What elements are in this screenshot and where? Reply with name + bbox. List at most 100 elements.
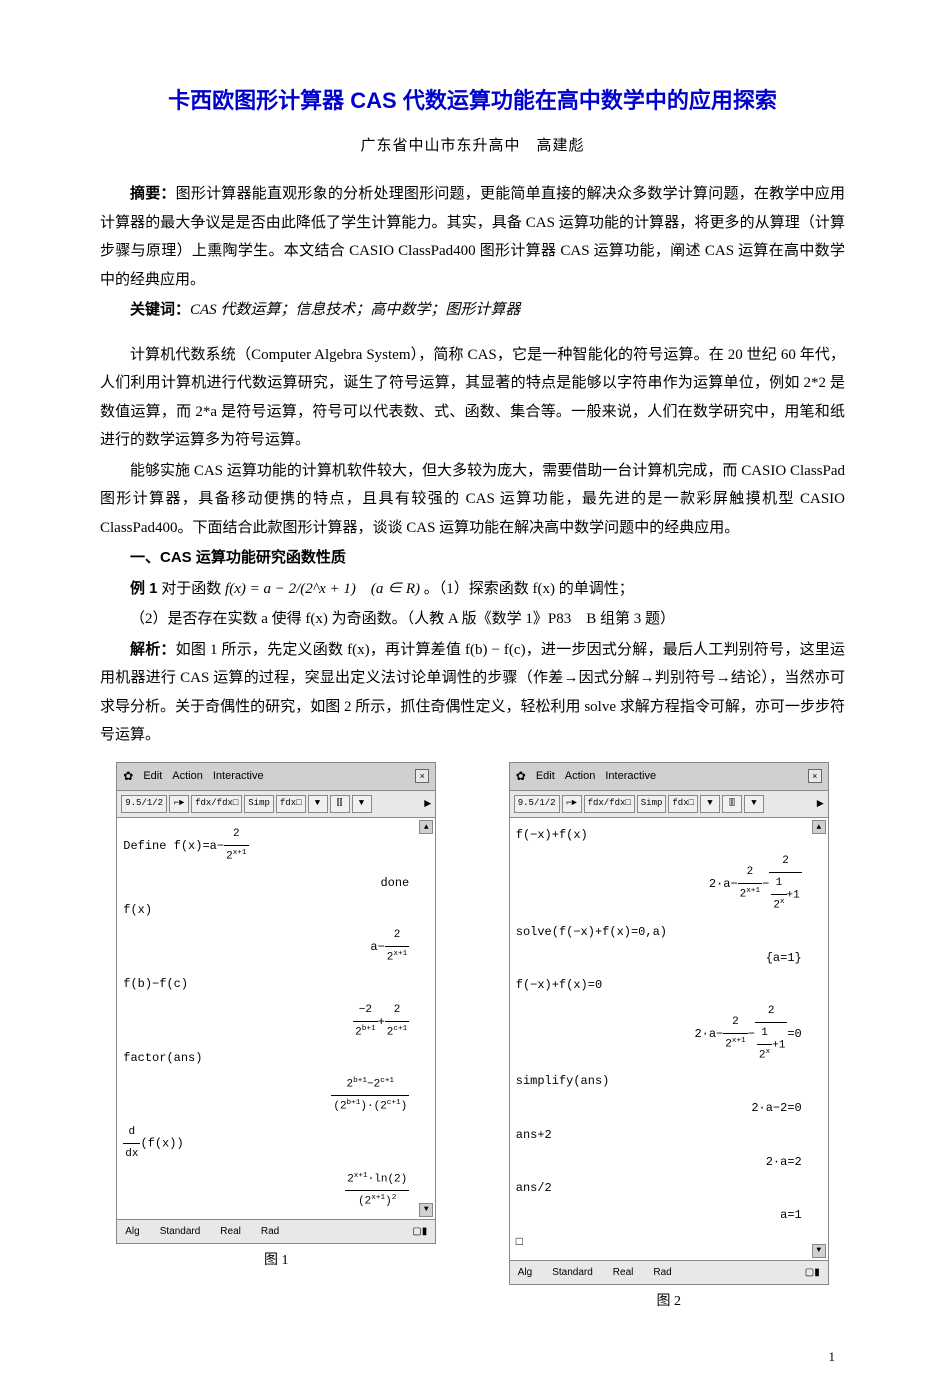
calc-input-line: f(−x)+f(x)=0	[516, 972, 822, 999]
status-rad: Rad	[261, 1222, 279, 1241]
calc-input-line: factor(ans)	[123, 1045, 429, 1072]
calc-output-line: 2·a−22x+1−212x+1	[516, 849, 822, 918]
close-icon[interactable]: ×	[808, 769, 822, 783]
toolbar-button-5[interactable]: ▼	[308, 795, 328, 813]
toolbar-button-7[interactable]: ▼	[352, 795, 372, 813]
gear-icon[interactable]: ✿	[123, 765, 133, 788]
close-icon[interactable]: ×	[415, 769, 429, 783]
toolbar-button-3[interactable]: Simp	[244, 795, 274, 813]
calc-input-line: f(−x)+f(x)	[516, 822, 822, 849]
analysis-paragraph: 解析：如图 1 所示，先定义函数 f(x)，再计算差值 f(b) − f(c)，…	[100, 636, 845, 750]
calculator-screen-2: ✿ Edit Action Interactive × 9.5/1/2⌐►fdx/fdx□…	[509, 762, 829, 1285]
example-label: 例 1	[130, 580, 158, 597]
menu-item-edit[interactable]: Edit	[143, 766, 162, 787]
analysis-text: 如图 1 所示，先定义函数 f(x)，再计算差值 f(b) − f(c)，进一步…	[100, 642, 845, 744]
figure-1-container: ✿ Edit Action Interactive × 9.5/1/2⌐►fdx/fdx□…	[100, 762, 453, 1316]
toolbar-button-1[interactable]: ⌐►	[169, 795, 189, 813]
toolbar-button-3[interactable]: Simp	[637, 795, 667, 813]
section-heading-text: 一、CAS 运算功能研究函数性质	[130, 549, 346, 566]
toolbar-button-1[interactable]: ⌐►	[562, 795, 582, 813]
calc-input-line: □	[516, 1229, 822, 1256]
calc-input-line: simplify(ans)	[516, 1068, 822, 1095]
figures-row: ✿EditActionInteractive×9.5/1/2⌐►fdx/fdx□…	[100, 762, 845, 1316]
status-standard: Standard	[160, 1222, 201, 1241]
scroll-down-icon[interactable]: ▼	[812, 1244, 826, 1258]
status-real: Real	[220, 1222, 241, 1241]
calc-output-line: 2·a=2	[516, 1149, 822, 1176]
calc-output-line: 2x+1·ln(2)(2x+1)2	[123, 1167, 429, 1215]
example-formula: f(x) = a − 2/(2^x + 1) (a ∈ R)	[225, 581, 420, 597]
calculator-screen-1: ✿ Edit Action Interactive × 9.5/1/2⌐►fdx/fdx□…	[116, 762, 436, 1244]
author-line: 广东省中山市东升高中 高建彪	[100, 132, 845, 161]
calc-input-line: f(x)	[123, 897, 429, 924]
menu-item-action[interactable]: Action	[565, 766, 596, 787]
calc-statusbar: Alg Standard Real Rad ▢▮	[117, 1219, 435, 1243]
calc-output-line: 2·a−22x+1−212x+1=0	[516, 999, 822, 1068]
abstract-label: 摘要：	[130, 185, 176, 202]
menu-item-edit[interactable]: Edit	[536, 766, 555, 787]
scroll-down-icon[interactable]: ▼	[419, 1203, 433, 1217]
calc-input-line: ans+2	[516, 1122, 822, 1149]
menu-item-interactive[interactable]: Interactive	[213, 766, 264, 787]
status-standard: Standard	[552, 1263, 593, 1282]
menu-item-action[interactable]: Action	[172, 766, 203, 787]
toolbar-overflow-icon[interactable]: ►	[817, 793, 824, 816]
calc-input-line: solve(f(−x)+f(x)=0,a)	[516, 919, 822, 946]
example-text-1: 对于函数	[161, 581, 225, 597]
toolbar-button-0[interactable]: 9.5/1/2	[514, 795, 560, 813]
keywords-text: CAS 代数运算；信息技术；高中数学；图形计算器	[190, 302, 520, 318]
calc-output-line: 2·a−2=0	[516, 1095, 822, 1122]
gear-icon[interactable]: ✿	[516, 765, 526, 788]
calc-titlebar: ✿ Edit Action Interactive ×	[510, 763, 828, 791]
toolbar-button-5[interactable]: ▼	[700, 795, 720, 813]
calc-input-line: Define f(x)=a−22x+1	[123, 822, 429, 869]
keywords-paragraph: 关键词：CAS 代数运算；信息技术；高中数学；图形计算器	[100, 296, 845, 325]
calc-output-line: a−22x+1	[123, 923, 429, 970]
status-real: Real	[613, 1263, 634, 1282]
toolbar-button-2[interactable]: fdx/fdx□	[584, 795, 635, 813]
example-text-2: 。（1）探索函数 f(x) 的单调性；	[424, 581, 634, 597]
battery-icon: ▢▮	[412, 1222, 427, 1241]
body-paragraph-1: 计算机代数系统（Computer Algebra System），简称 CAS，…	[100, 341, 845, 455]
toolbar-button-7[interactable]: ▼	[744, 795, 764, 813]
scroll-up-icon[interactable]: ▲	[419, 820, 433, 834]
spacer	[100, 327, 845, 341]
calc-toolbar: 9.5/1/2⌐►fdx/fdx□Simpfdx□▼⫿⫿▼►	[117, 791, 435, 819]
calc-input-line: f(b)−f(c)	[123, 971, 429, 998]
toolbar-button-6[interactable]: ⫿⫿	[722, 795, 742, 813]
calc-toolbar: 9.5/1/2⌐►fdx/fdx□Simpfdx□▼⫿⫿▼►	[510, 791, 828, 819]
figure-1-caption: 图 1	[264, 1248, 289, 1275]
calc-statusbar: Alg Standard Real Rad ▢▮	[510, 1260, 828, 1284]
status-rad: Rad	[653, 1263, 671, 1282]
abstract-text: 图形计算器能直观形象的分析处理图形问题，更能简单直接的解决众多数学计算问题，在教…	[100, 186, 845, 288]
toolbar-button-0[interactable]: 9.5/1/2	[121, 795, 167, 813]
abstract-paragraph: 摘要：图形计算器能直观形象的分析处理图形问题，更能简单直接的解决众多数学计算问题…	[100, 180, 845, 294]
calc-output-line: −22b+1+22c+1	[123, 998, 429, 1045]
toolbar-button-6[interactable]: ⫿⫿	[330, 795, 350, 813]
example-1-line-2: （2）是否存在实数 a 使得 f(x) 为奇函数。（人教 A 版《数学 1》P8…	[100, 605, 845, 634]
toolbar-button-2[interactable]: fdx/fdx□	[191, 795, 242, 813]
scroll-up-icon[interactable]: ▲	[812, 820, 826, 834]
calc-titlebar: ✿ Edit Action Interactive ×	[117, 763, 435, 791]
figure-2-container: ✿ Edit Action Interactive × 9.5/1/2⌐►fdx/fdx□…	[493, 762, 846, 1316]
menu-item-interactive[interactable]: Interactive	[605, 766, 656, 787]
calc-input-line: ans/2	[516, 1175, 822, 1202]
toolbar-overflow-icon[interactable]: ►	[424, 793, 431, 816]
section-1-heading: 一、CAS 运算功能研究函数性质	[100, 544, 845, 573]
body-paragraph-2: 能够实施 CAS 运算功能的计算机软件较大，但大多较为庞大，需要借助一台计算机完…	[100, 457, 845, 543]
calc-input-line: ddx(f(x))	[123, 1120, 429, 1167]
example-1-line-1: 例 1 对于函数 f(x) = a − 2/(2^x + 1) (a ∈ R) …	[100, 575, 845, 604]
status-alg: Alg	[125, 1222, 139, 1241]
analysis-label: 解析：	[130, 641, 176, 658]
battery-icon: ▢▮	[805, 1263, 820, 1282]
calc-output-line: done	[123, 870, 429, 897]
calc-output-line: a=1	[516, 1202, 822, 1229]
calc-body: ▲ ▼ f(−x)+f(x)2·a−22x+1−212x+1solve(f(−x)+…	[510, 818, 828, 1259]
keywords-label: 关键词：	[130, 301, 190, 318]
document-title: 卡西欧图形计算器 CAS 代数运算功能在高中数学中的应用探索	[100, 80, 845, 122]
calc-output-line: {a=1}	[516, 945, 822, 972]
calc-body: ▲ ▼ Define f(x)=a−22x+1donef(x)a−22x+1f(b)…	[117, 818, 435, 1218]
toolbar-button-4[interactable]: fdx□	[668, 795, 698, 813]
status-alg: Alg	[518, 1263, 532, 1282]
toolbar-button-4[interactable]: fdx□	[276, 795, 306, 813]
